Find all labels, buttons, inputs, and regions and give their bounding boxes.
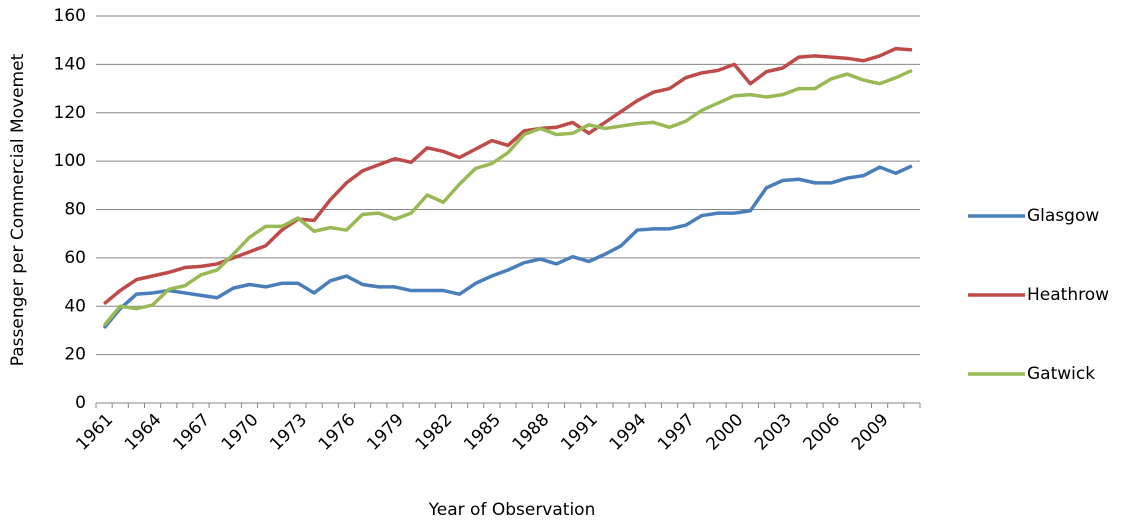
x-tick-label: 1994 — [606, 410, 651, 455]
x-tick-label: 1985 — [460, 410, 505, 455]
line-series — [102, 164, 913, 330]
y-tick-label: 40 — [64, 296, 86, 316]
x-tick-label: 2003 — [751, 410, 796, 455]
line-series — [102, 46, 913, 306]
x-tick-label: 1991 — [557, 410, 602, 455]
y-tick-label: 80 — [64, 200, 86, 220]
x-tick-label: 2000 — [703, 410, 748, 455]
y-tick-label: 120 — [54, 103, 86, 123]
y-tick-label: 20 — [64, 345, 86, 365]
y-tick-label: 100 — [54, 151, 86, 171]
x-tick-label: 1961 — [72, 410, 117, 455]
y-axis-title: Passenger per Commercial Movemet — [8, 53, 28, 366]
x-tick-label: 1976 — [315, 410, 360, 455]
legend-label: Gatwick — [1027, 364, 1095, 384]
x-tick-label: 1973 — [266, 410, 311, 455]
x-tick-label: 2006 — [799, 410, 844, 455]
legend-label: Heathrow — [1027, 285, 1109, 305]
x-tick-label: 1982 — [412, 410, 457, 455]
x-tick-label: 1997 — [654, 410, 699, 455]
legend-label: Glasgow — [1027, 206, 1099, 226]
y-tick-label: 160 — [54, 6, 86, 26]
x-tick-label: 1967 — [169, 410, 214, 455]
x-tick-label: 2009 — [848, 410, 893, 455]
y-tick-label: 0 — [75, 393, 86, 413]
y-tick-label: 60 — [64, 248, 86, 268]
x-axis-title: Year of Observation — [428, 500, 596, 520]
x-tick-label: 1964 — [121, 410, 166, 455]
x-tick-label: 1979 — [363, 410, 408, 455]
line-series — [102, 68, 913, 327]
x-tick-label: 1988 — [509, 410, 554, 455]
y-tick-label: 140 — [54, 54, 86, 74]
x-tick-label: 1970 — [218, 410, 263, 455]
